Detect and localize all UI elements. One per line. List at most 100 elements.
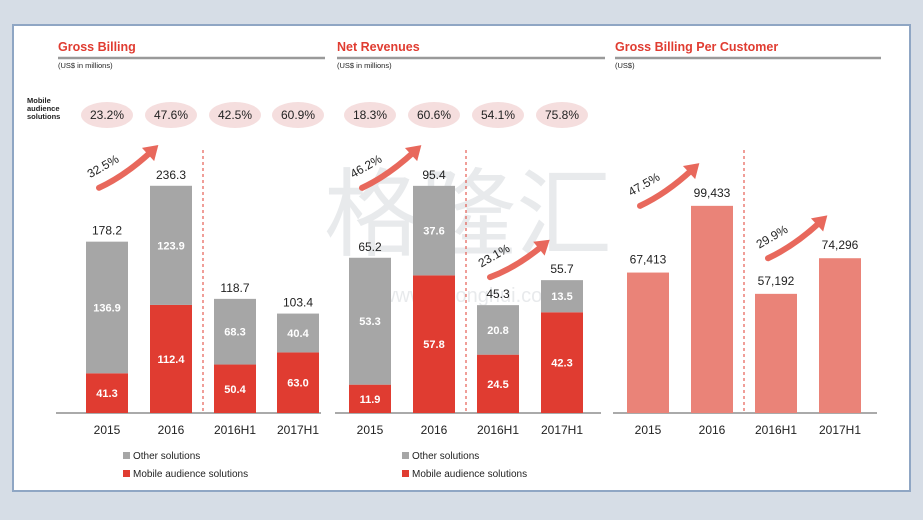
share-pill-label: 60.9% xyxy=(281,108,315,122)
legend-swatch xyxy=(402,452,409,459)
bar-mobile-segment xyxy=(413,275,455,413)
row-label-line: audience xyxy=(27,104,60,113)
share-pill-label: 23.2% xyxy=(90,108,124,122)
share-pill xyxy=(272,102,324,128)
growth-arrow: 47.5% xyxy=(626,163,700,209)
x-tick-label: 2016H1 xyxy=(755,423,797,437)
legend-label: Other solutions xyxy=(133,451,200,462)
bar xyxy=(755,293,797,413)
watermark-url: www.gelonghui.com xyxy=(380,285,559,307)
chart-subtitle: (US$ in millions) xyxy=(337,61,392,70)
bar-mobile-segment xyxy=(214,364,256,413)
bar-total-label: 65.2 xyxy=(358,240,382,254)
bar-mobile-segment xyxy=(86,373,128,413)
bar-other-segment xyxy=(477,305,519,355)
row-label-line: solutions xyxy=(27,112,60,121)
share-pill xyxy=(81,102,133,128)
growth-arrow-shaft xyxy=(637,166,695,209)
bar-total-label: 95.4 xyxy=(422,168,446,182)
share-pill-label: 47.6% xyxy=(154,108,188,122)
share-pill xyxy=(209,102,261,128)
segment-value-label: 123.9 xyxy=(157,240,185,252)
x-tick-label: 2017H1 xyxy=(541,423,583,437)
share-pill-label: 60.6% xyxy=(417,108,451,122)
segment-value-label: 68.3 xyxy=(224,327,245,339)
bar-mobile-segment xyxy=(150,304,192,413)
bar-other-segment xyxy=(349,257,391,385)
bar-other-segment xyxy=(86,241,128,374)
bar-value-label: 99,433 xyxy=(694,186,731,200)
segment-value-label: 112.4 xyxy=(158,354,186,366)
bar xyxy=(819,258,861,413)
segment-value-label: 37.6 xyxy=(423,226,444,238)
growth-arrow-shaft xyxy=(765,219,823,262)
growth-arrow-head xyxy=(810,215,828,232)
segment-value-label: 53.3 xyxy=(359,316,380,328)
x-tick-label: 2016 xyxy=(158,423,185,437)
x-tick-label: 2017H1 xyxy=(277,423,319,437)
bar-total-label: 103.4 xyxy=(283,296,313,310)
chart-panel-1: Gross Billing (US$ in millions) 23.2% 47.6%… xyxy=(56,40,325,480)
growth-arrow-head xyxy=(404,145,422,162)
legend-swatch xyxy=(123,470,130,477)
growth-arrow-shaft xyxy=(487,243,545,281)
bar-value-label: 67,413 xyxy=(630,253,667,267)
bar-value-label: 74,296 xyxy=(822,238,859,252)
x-tick-label: 2015 xyxy=(635,423,662,437)
chart-panel-2: Net Revenues (US$ in millions) 18.3% 60.6% 5… xyxy=(335,40,605,480)
share-pill xyxy=(472,102,524,128)
share-pill-label: 42.5% xyxy=(218,108,252,122)
share-pill-label: 75.8% xyxy=(545,108,579,122)
growth-arrow-shaft xyxy=(96,148,154,191)
share-pill xyxy=(536,102,588,128)
segment-value-label: 11.9 xyxy=(360,394,381,406)
bar-other-segment xyxy=(541,280,583,313)
chart-panel-3: Gross Billing Per Customer (US$) 67,413 201… xyxy=(613,40,881,437)
segment-value-label: 57.8 xyxy=(423,339,444,351)
legend-swatch xyxy=(402,470,409,477)
bar-total-label: 45.3 xyxy=(486,287,510,301)
segment-value-label: 136.9 xyxy=(93,302,121,314)
segment-value-label: 42.3 xyxy=(551,358,572,370)
growth-arrow: 32.5% xyxy=(85,145,159,191)
x-tick-label: 2015 xyxy=(357,423,384,437)
x-tick-label: 2016H1 xyxy=(214,423,256,437)
growth-arrow: 29.9% xyxy=(754,215,828,262)
watermark-logo-text: 格隆汇 xyxy=(324,159,612,271)
segment-value-label: 41.3 xyxy=(96,388,117,400)
growth-arrow-head xyxy=(533,239,550,256)
chart-title: Gross Billing Per Customer xyxy=(615,40,778,54)
growth-arrow-head xyxy=(682,163,700,180)
legend-swatch xyxy=(123,452,130,459)
legend-label: Mobile audience solutions xyxy=(412,469,527,480)
segment-value-label: 40.4 xyxy=(287,328,309,340)
x-tick-label: 2016 xyxy=(699,423,726,437)
x-tick-label: 2015 xyxy=(94,423,121,437)
chart-subtitle: (US$) xyxy=(615,61,635,70)
bar-other-segment xyxy=(150,185,192,305)
segment-value-label: 13.5 xyxy=(551,291,572,303)
bar-mobile-segment xyxy=(477,354,519,413)
share-pill-label: 54.1% xyxy=(481,108,515,122)
bar-other-segment xyxy=(214,298,256,365)
bar-value-label: 57,192 xyxy=(758,274,795,288)
bar-total-label: 178.2 xyxy=(92,224,122,238)
bar-mobile-segment xyxy=(277,352,319,413)
bar xyxy=(691,205,733,413)
legend-label: Mobile audience solutions xyxy=(133,469,248,480)
bar-total-label: 236.3 xyxy=(156,168,186,182)
bar-total-label: 55.7 xyxy=(550,262,574,276)
chart-subtitle: (US$ in millions) xyxy=(58,61,113,70)
chart-legend: Other solutions Mobile audience solutions xyxy=(123,451,248,480)
x-tick-label: 2017H1 xyxy=(819,423,861,437)
x-tick-label: 2016 xyxy=(421,423,448,437)
bar-other-segment xyxy=(413,185,455,276)
share-pill xyxy=(344,102,396,128)
segment-value-label: 24.5 xyxy=(487,379,508,391)
growth-arrow-shaft xyxy=(359,148,417,191)
chart-legend: Other solutions Mobile audience solutions xyxy=(402,451,527,480)
bar-mobile-segment xyxy=(349,384,391,413)
share-pill xyxy=(145,102,197,128)
share-pill-label: 18.3% xyxy=(353,108,387,122)
